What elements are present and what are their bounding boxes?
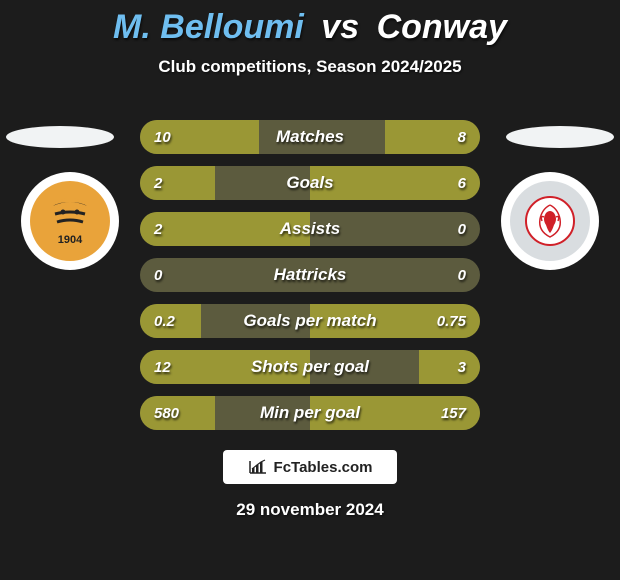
stat-value-left: 10 — [154, 120, 171, 154]
club-badge-right — [501, 172, 599, 270]
stat-row: Goals per match0.2 0.75 — [140, 304, 480, 338]
stat-label: Assists — [140, 212, 480, 246]
stat-value-right: 0 — [458, 258, 466, 292]
title-vs: vs — [321, 8, 359, 46]
stat-value-left: 2 — [154, 212, 162, 246]
page-root: M. Belloumi vs Conway Club competitions,… — [0, 0, 620, 580]
stat-label: Min per goal — [140, 396, 480, 430]
title-player-right: Conway — [377, 8, 507, 46]
lion-crest-icon — [520, 191, 580, 251]
stat-row: Hattricks0 0 — [140, 258, 480, 292]
stat-label: Hattricks — [140, 258, 480, 292]
stat-value-left: 580 — [154, 396, 179, 430]
title-player-left: M. Belloumi — [113, 8, 304, 46]
date-text: 29 november 2024 — [0, 500, 620, 520]
stat-value-left: 0.2 — [154, 304, 175, 338]
player-photo-placeholder-left — [6, 126, 114, 148]
stat-row: Matches10 8 — [140, 120, 480, 154]
stat-row: Assists2 0 — [140, 212, 480, 246]
stat-row: Shots per goal12 3 — [140, 350, 480, 384]
stats-bars: Matches108Goals26Assists20Hattricks00Goa… — [140, 120, 480, 442]
stat-value-left: 12 — [154, 350, 171, 384]
stat-label: Matches — [140, 120, 480, 154]
stat-row: Goals2 6 — [140, 166, 480, 200]
stat-value-right: 157 — [441, 396, 466, 430]
stat-value-right: 6 — [458, 166, 466, 200]
tiger-icon — [43, 196, 97, 236]
stat-label: Goals per match — [140, 304, 480, 338]
watermark-text: FcTables.com — [274, 459, 373, 476]
stat-value-right: 8 — [458, 120, 466, 154]
club-badge-left-year: 1904 — [58, 234, 82, 246]
stat-value-left: 2 — [154, 166, 162, 200]
club-badge-left-inner: 1904 — [30, 181, 110, 261]
club-badge-left: 1904 — [21, 172, 119, 270]
stat-value-right: 0.75 — [437, 304, 466, 338]
stat-label: Shots per goal — [140, 350, 480, 384]
stat-value-right: 3 — [458, 350, 466, 384]
stat-value-left: 0 — [154, 258, 162, 292]
subtitle: Club competitions, Season 2024/2025 — [158, 57, 461, 77]
stat-label: Goals — [140, 166, 480, 200]
club-badge-right-inner — [510, 181, 590, 261]
stat-row: Min per goal580 157 — [140, 396, 480, 430]
page-title: M. Belloumi vs Conway — [113, 8, 507, 47]
chart-icon — [248, 459, 268, 475]
stat-value-right: 0 — [458, 212, 466, 246]
watermark: FcTables.com — [223, 450, 397, 484]
player-photo-placeholder-right — [506, 126, 614, 148]
